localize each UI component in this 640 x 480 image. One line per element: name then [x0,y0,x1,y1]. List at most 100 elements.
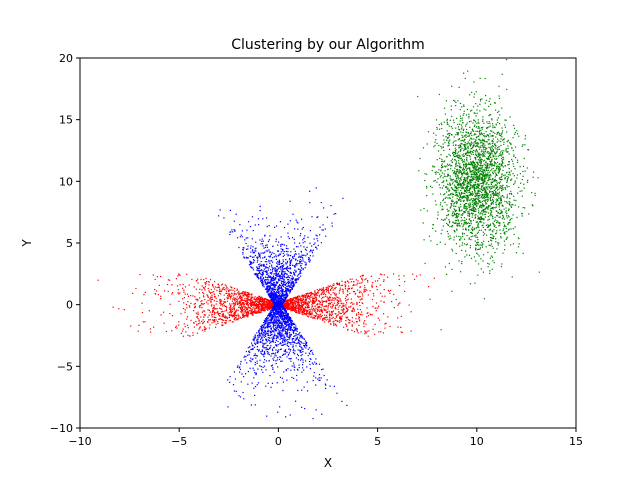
scatter-point [280,303,283,305]
scatter-point [282,341,284,344]
scatter-point [275,318,277,321]
scatter-point [277,264,279,266]
scatter-point [266,277,268,279]
scatter-point [271,302,273,305]
scatter-point [267,281,269,283]
scatter-point [234,293,236,295]
scatter-point [377,280,379,282]
scatter-point [309,358,311,360]
scatter-point [316,308,318,310]
scatter-point [306,314,308,316]
scatter-point [267,314,270,316]
scatter-point [268,307,271,309]
scatter-point [289,323,291,325]
scatter-point [279,292,281,294]
scatter-point [272,283,274,285]
scatter-point [267,279,269,281]
scatter-point [263,256,266,259]
scatter-point [270,321,272,323]
scatter-point [286,317,288,319]
scatter-point [288,335,290,337]
scatter-point [317,378,319,380]
scatter-point [256,296,258,298]
scatter-point [289,292,291,294]
scatter-point [307,354,309,357]
scatter-point [254,334,256,336]
scatter-point [355,314,358,316]
scatter-point [257,305,259,307]
scatter-point [260,307,262,309]
scatter-point [339,321,341,323]
scatter-point [331,311,333,314]
scatter-point [296,353,299,355]
scatter-point [281,324,283,326]
scatter-point [212,309,214,312]
scatter-point [278,274,281,276]
scatter-point [282,298,285,301]
scatter-point [295,279,298,281]
scatter-point [255,303,257,305]
scatter-point [192,334,194,336]
scatter-point [279,312,281,314]
scatter-point [373,333,376,335]
scatter-point [284,286,286,289]
scatter-point [286,299,288,301]
scatter-point [284,305,286,307]
scatter-point [324,383,326,385]
scatter-point [281,271,283,273]
scatter-point [317,309,319,311]
scatter-point [289,281,291,283]
scatter-point [359,299,361,301]
scatter-point [285,291,287,293]
scatter-point [286,335,288,337]
scatter-point [288,281,290,283]
scatter-point [267,303,270,305]
scatter-point [370,275,373,277]
scatter-point [224,322,226,324]
scatter-point [262,252,264,254]
scatter-point [230,308,232,310]
scatter-point [260,279,262,281]
scatter-point [292,286,294,288]
scatter-point [260,276,262,278]
scatter-point [327,286,329,289]
scatter-point [263,319,265,321]
scatter-point [273,226,276,228]
scatter-point [260,308,262,310]
scatter-point [225,288,227,290]
scatter-point [257,308,259,310]
scatter-point [375,285,378,288]
scatter-point [228,320,230,322]
scatter-point [286,262,288,264]
scatter-point [278,259,280,261]
scatter-point [239,316,242,318]
scatter-point [269,265,271,267]
scatter-point [250,266,253,268]
scatter-point [299,351,302,353]
scatter-point [311,250,313,252]
scatter-point [273,301,275,303]
scatter-point [292,305,294,307]
scatter-point [223,294,225,296]
scatter-point [327,285,329,287]
scatter-point [241,373,243,375]
scatter-point [300,269,302,272]
scatter-point [225,322,227,324]
scatter-point [247,301,249,304]
scatter-point [302,268,304,271]
scatter-point [358,282,360,284]
scatter-point [282,275,284,277]
scatter-point [294,274,296,276]
scatter-point [269,318,271,321]
scatter-point [274,288,276,290]
scatter-point [275,335,277,337]
scatter-point [203,287,205,290]
scatter-point [287,289,289,291]
scatter-point [286,276,289,278]
scatter-point [213,320,215,322]
scatter-point [324,387,327,390]
scatter-point [299,258,301,261]
scatter-point [419,274,421,276]
scatter-point [260,327,263,329]
scatter-point [148,310,150,312]
